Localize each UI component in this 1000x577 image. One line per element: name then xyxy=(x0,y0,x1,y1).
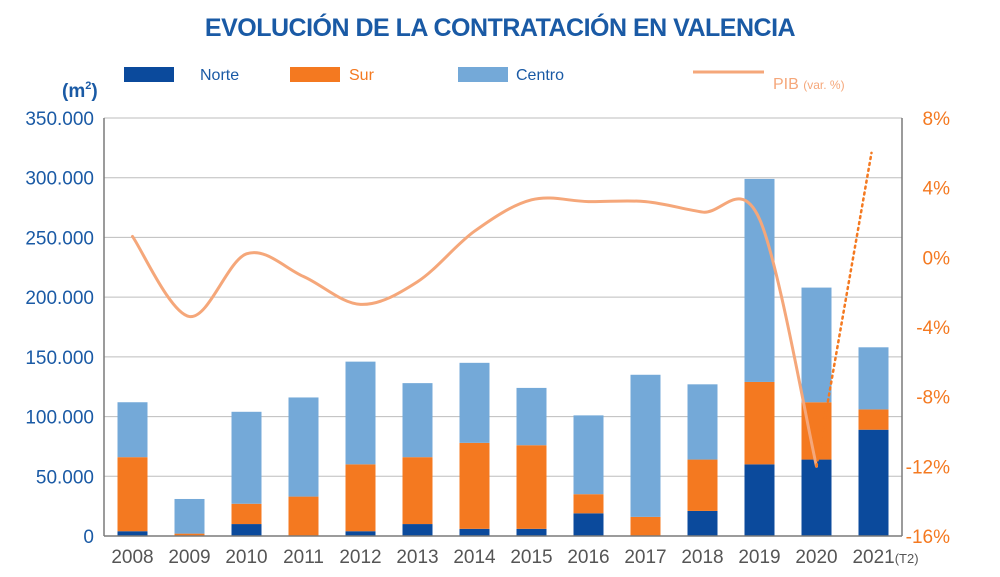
x-tick-label: 2010 xyxy=(225,547,267,568)
x-tick-label: 2019 xyxy=(738,547,780,568)
bar-norte-2021 xyxy=(858,429,889,536)
bar-centro-2014 xyxy=(459,362,490,443)
bar-sur-2021 xyxy=(858,409,889,430)
legend-label-pib: PIB (var. %) xyxy=(773,76,845,93)
bar-sur-2016 xyxy=(573,494,604,514)
bars xyxy=(117,178,889,536)
x-tick-label: 2012 xyxy=(339,547,381,568)
bar-norte-2020 xyxy=(801,459,832,536)
bar-centro-2017 xyxy=(630,374,661,517)
bar-norte-2018 xyxy=(687,510,718,536)
legend-label-centro: Centro xyxy=(516,67,564,84)
legend-swatch-norte xyxy=(124,67,174,82)
chart-title: EVOLUCIÓN DE LA CONTRATACIÓN EN VALENCIA xyxy=(204,14,796,42)
right-tick-label: -16% xyxy=(906,527,950,548)
bar-centro-2013 xyxy=(402,383,433,458)
legend-label-norte: Norte xyxy=(200,67,239,84)
x-tick-label: 2015 xyxy=(510,547,552,568)
x-tick-label: 2013 xyxy=(396,547,438,568)
legend-swatch-sur xyxy=(290,67,340,82)
pib-line-layer xyxy=(131,151,873,468)
bar-centro-2011 xyxy=(288,397,319,497)
x-tick-label: 2009 xyxy=(168,547,210,568)
right-tick-label: 0% xyxy=(923,248,951,269)
bar-norte-2019 xyxy=(744,464,775,536)
bar-norte-2016 xyxy=(573,513,604,536)
x-tick-label: 2021(T2) xyxy=(852,547,918,568)
right-tick-label: -8% xyxy=(916,388,950,409)
axes: 0 50.000 100.000 150.000 200.000 250.000 300.0… xyxy=(25,80,950,568)
left-tick-label: 200.000 xyxy=(25,288,94,309)
left-tick-label: 250.000 xyxy=(25,228,94,249)
bar-centro-2015 xyxy=(516,387,547,446)
bar-norte-2015 xyxy=(516,528,547,536)
bar-sur-2015 xyxy=(516,445,547,529)
bar-centro-2018 xyxy=(687,384,718,460)
bar-norte-2014 xyxy=(459,528,490,536)
x-tick-label: 2011 xyxy=(283,547,324,568)
bar-centro-2020 xyxy=(801,287,832,403)
bar-norte-2008 xyxy=(117,531,148,536)
right-tick-label: -12% xyxy=(906,457,950,478)
bar-centro-2010 xyxy=(231,411,262,504)
bar-norte-2012 xyxy=(345,531,376,536)
bar-norte-2013 xyxy=(402,524,433,536)
bar-sur-2018 xyxy=(687,459,718,511)
x-tick-label: 2008 xyxy=(111,547,153,568)
bar-sur-2009 xyxy=(174,533,205,536)
right-tick-label: -4% xyxy=(916,318,950,339)
pib-line xyxy=(131,196,818,468)
right-tick-label: 8% xyxy=(923,109,951,130)
bar-sur-2014 xyxy=(459,442,490,529)
bar-sur-2013 xyxy=(402,457,433,525)
left-tick-label: 150.000 xyxy=(25,348,94,369)
bar-centro-2009 xyxy=(174,498,205,534)
bar-sur-2008 xyxy=(117,457,148,532)
legend: Norte Sur Centro PIB (var. %) xyxy=(124,67,845,93)
left-tick-label: 100.000 xyxy=(25,408,94,429)
bar-centro-2008 xyxy=(117,402,148,458)
bar-sur-2011 xyxy=(288,496,319,536)
bar-centro-2012 xyxy=(345,361,376,465)
pib-projection-line xyxy=(815,151,873,468)
bar-centro-2019 xyxy=(744,178,775,382)
left-tick-label: 50.000 xyxy=(36,467,94,488)
x-tick-label: 2018 xyxy=(681,547,723,568)
x-tick-label: 2020 xyxy=(795,547,837,568)
legend-swatch-centro xyxy=(458,67,508,82)
left-tick-label: 0 xyxy=(83,527,94,548)
legend-label-sur: Sur xyxy=(349,67,375,84)
x-tick-label: 2017 xyxy=(624,547,666,568)
left-tick-label: 300.000 xyxy=(25,169,94,190)
bar-sur-2019 xyxy=(744,381,775,465)
bar-centro-2021 xyxy=(858,347,889,410)
x-tick-label: 2016 xyxy=(567,547,609,568)
bar-centro-2016 xyxy=(573,415,604,495)
bar-sur-2017 xyxy=(630,516,661,536)
bar-sur-2012 xyxy=(345,464,376,532)
left-axis-unit-label: (m2) xyxy=(62,80,98,102)
right-tick-label: 4% xyxy=(923,179,951,200)
x-tick-label: 2014 xyxy=(453,547,496,568)
bar-sur-2010 xyxy=(231,503,262,525)
bar-norte-2010 xyxy=(231,524,262,536)
left-tick-label: 350.000 xyxy=(25,109,94,130)
